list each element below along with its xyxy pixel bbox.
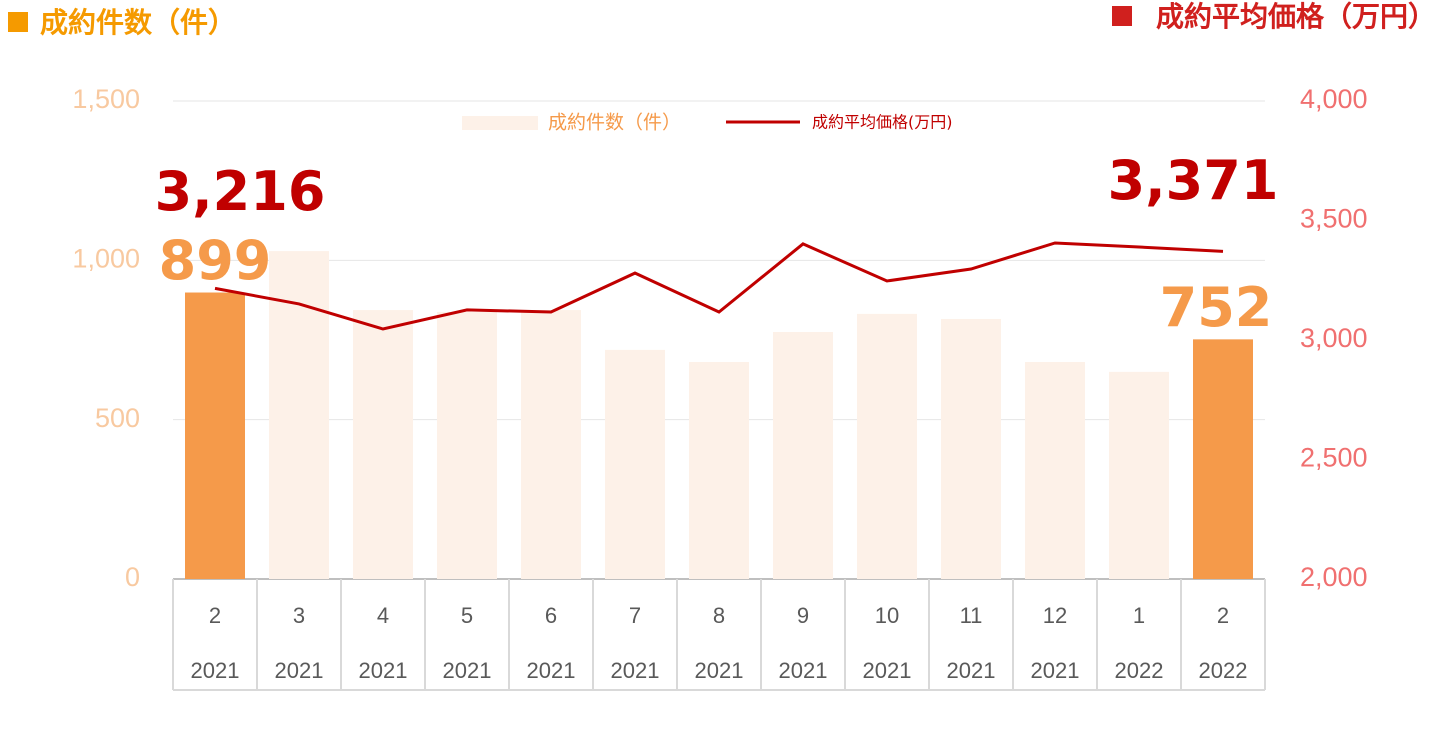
line-value-label: 3,371	[1108, 149, 1279, 212]
x-year-label: 2021	[275, 658, 324, 683]
bar	[269, 251, 329, 580]
x-year-label: 2021	[863, 658, 912, 683]
x-tick-label: 12	[1043, 603, 1067, 628]
bar	[521, 310, 581, 579]
y2-tick-label: 3,000	[1300, 323, 1368, 353]
x-tick-label: 1	[1133, 603, 1145, 628]
legend-swatch	[462, 116, 538, 130]
bar	[353, 310, 413, 579]
x-year-label: 2021	[695, 658, 744, 683]
y-tick-label: 1,000	[72, 243, 140, 273]
line	[214, 241, 1224, 331]
y-tick-label: 0	[125, 562, 140, 592]
y-tick-label: 1,500	[72, 84, 140, 114]
x-tick-label: 8	[713, 603, 725, 628]
y-axis-title: 成約件数（件）	[40, 6, 236, 39]
x-year-label: 2021	[359, 658, 408, 683]
y-label-marker	[8, 12, 28, 32]
x-tick-label: 9	[797, 603, 809, 628]
bar	[689, 361, 749, 579]
x-year-label: 2021	[779, 658, 828, 683]
y2-tick-label: 3,500	[1300, 204, 1368, 234]
x-year-label: 2022	[1199, 658, 1248, 683]
x-year-label: 2021	[191, 658, 240, 683]
bar	[857, 313, 917, 579]
x-tick-label: 5	[461, 603, 473, 628]
bar	[185, 292, 245, 579]
x-year-label: 2022	[1115, 658, 1164, 683]
bar	[941, 318, 1001, 579]
bar	[1193, 339, 1253, 579]
x-tick-label: 10	[875, 603, 899, 628]
y2-tick-label: 4,000	[1300, 84, 1368, 114]
line-value-label: 3,216	[155, 160, 326, 223]
x-year-label: 2021	[611, 658, 660, 683]
bar	[437, 311, 497, 579]
y2-tick-label: 2,500	[1300, 443, 1368, 473]
bar-value-label: 752	[1160, 276, 1273, 339]
bar-value-label: 899	[159, 229, 272, 292]
y2-axis-title: 成約平均価格（万円）	[1156, 0, 1436, 33]
x-tick-label: 3	[293, 603, 305, 628]
legend-label: 成約件数（件）	[548, 112, 681, 134]
y2-label-marker	[1112, 6, 1132, 26]
x-year-label: 2021	[443, 658, 492, 683]
x-year-label: 2021	[1031, 658, 1080, 683]
x-tick-label: 11	[960, 603, 983, 628]
x-tick-label: 7	[629, 603, 641, 628]
x-tick-label: 2	[1217, 603, 1229, 628]
x-tick-label: 4	[377, 603, 389, 628]
y2-tick-label: 2,000	[1300, 562, 1368, 592]
y-tick-label: 500	[95, 403, 140, 433]
x-year-label: 2021	[527, 658, 576, 683]
x-tick-label: 6	[545, 603, 557, 628]
x-tick-label: 2	[209, 603, 221, 628]
legend-label: 成約平均価格(万円)	[812, 113, 953, 132]
bar	[773, 332, 833, 579]
x-year-label: 2021	[947, 658, 996, 683]
bar	[605, 349, 665, 579]
bar	[1109, 371, 1169, 579]
bar	[1025, 361, 1085, 579]
